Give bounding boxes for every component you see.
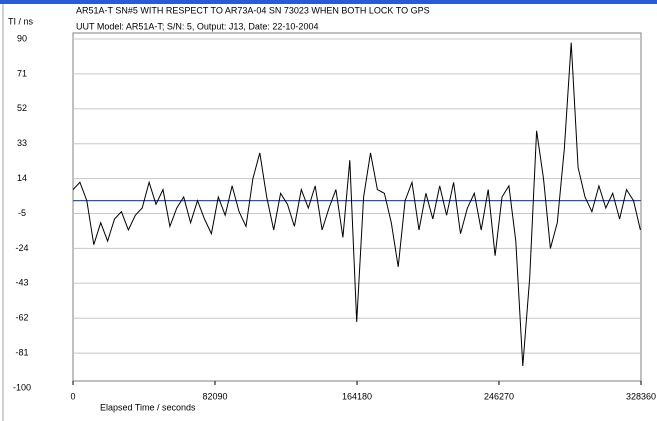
chart-title: AR51A-T SN#5 WITH RESPECT TO AR73A-04 SN…: [76, 5, 430, 15]
y-tick-label: -81: [15, 347, 28, 357]
y-axis-label: TI / ns: [8, 16, 34, 26]
plot-area: [72, 32, 642, 382]
y-tick-label: -100: [13, 382, 31, 392]
x-tick-label: 246270: [484, 391, 514, 401]
data-line: [72, 42, 641, 367]
x-tick-label: 0: [70, 391, 75, 401]
chart-subtitle: UUT Model: AR51A-T; S/N: 5, Output: J13,…: [76, 21, 318, 31]
y-tick-label: 14: [17, 173, 27, 183]
x-tick-label: 328360: [626, 391, 656, 401]
y-tick-label: 52: [17, 103, 27, 113]
window-bar: [0, 0, 657, 4]
x-tick-label: 82090: [202, 391, 227, 401]
x-axis-label: Elapsed Time / seconds: [100, 402, 196, 412]
x-tick-label: 164180: [342, 391, 372, 401]
y-tick-label: -5: [18, 208, 26, 218]
y-tick-label: -24: [15, 243, 28, 253]
y-tick-label: 33: [17, 138, 27, 148]
y-tick-label: -43: [15, 278, 28, 288]
y-tick-label: 71: [17, 68, 27, 78]
y-tick-label: -62: [15, 313, 28, 323]
y-tick-label: 90: [17, 33, 27, 43]
